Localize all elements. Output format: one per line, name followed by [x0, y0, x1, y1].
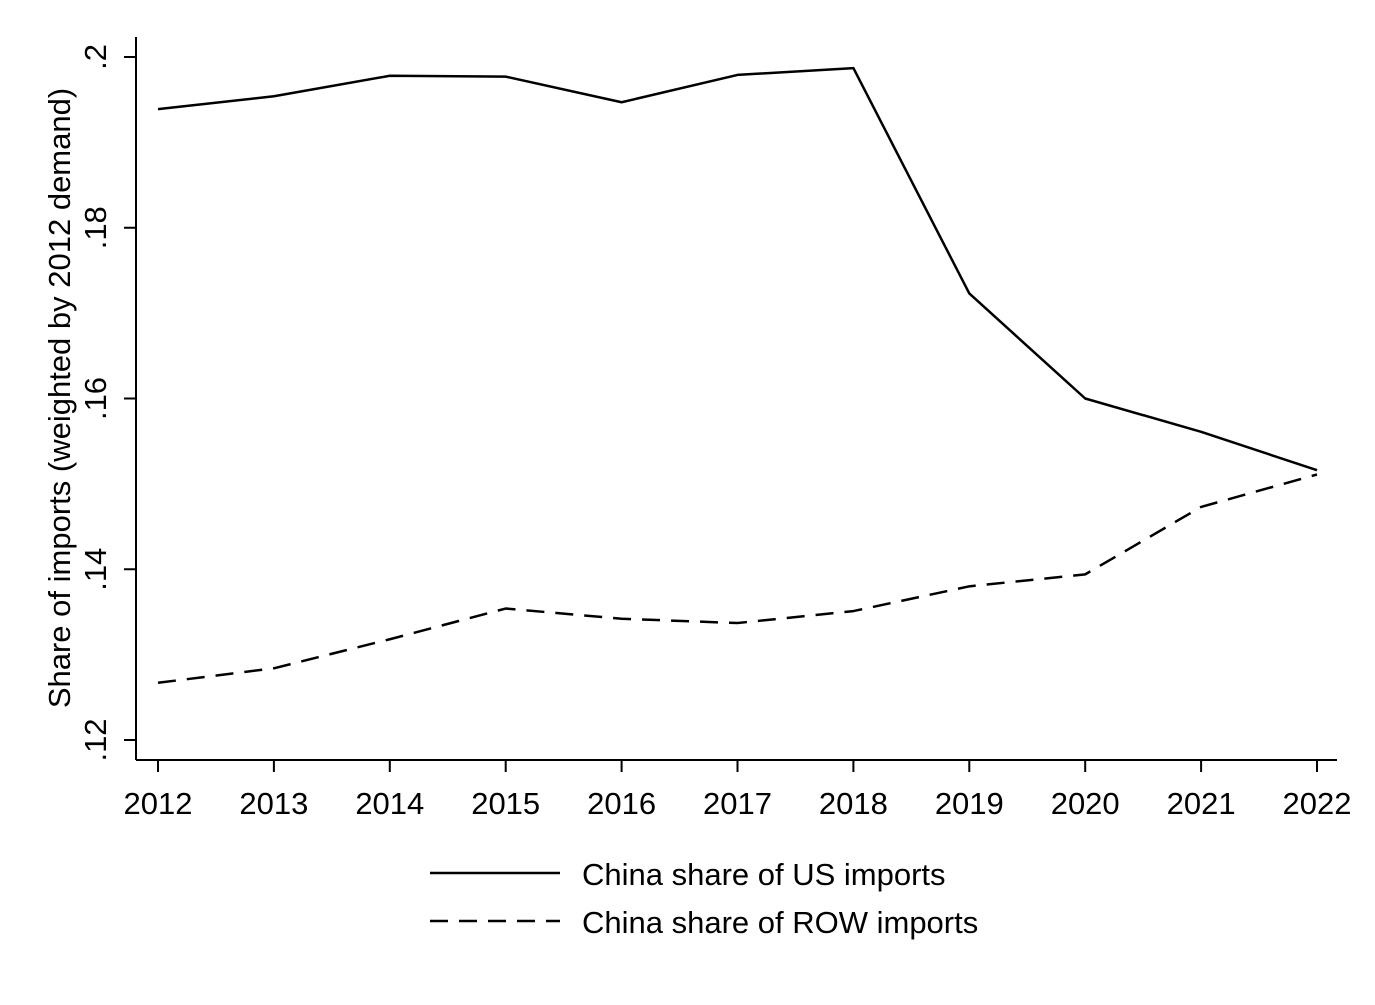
- legend: China share of US imports China share of…: [430, 857, 978, 940]
- y-axis-title: Share of imports (weighted by 2012 deman…: [42, 88, 77, 708]
- y-ticks: .12 .14 .16 .18 .2: [78, 44, 136, 761]
- series-lines: [158, 68, 1317, 683]
- x-tick-label: 2020: [1051, 786, 1120, 821]
- y-tick-label: .2: [78, 44, 113, 70]
- x-tick-label: 2021: [1167, 786, 1236, 821]
- y-tick-label: .16: [78, 377, 113, 420]
- x-tick-label: 2014: [355, 786, 424, 821]
- x-tick-label: 2013: [239, 786, 308, 821]
- y-tick-label: .18: [78, 206, 113, 249]
- series-line-us-imports: [158, 68, 1317, 470]
- y-tick-label: .12: [78, 718, 113, 761]
- x-ticks: 2012 2013 2014 2015 2016 2017 2018 2019 2020 2021…: [124, 760, 1352, 821]
- x-tick-label: 2019: [935, 786, 1004, 821]
- x-tick-label: 2018: [819, 786, 888, 821]
- x-tick-label: 2015: [471, 786, 540, 821]
- x-tick-label: 2017: [703, 786, 772, 821]
- legend-label-row: China share of ROW imports: [582, 905, 978, 940]
- series-line-row-imports: [158, 474, 1317, 682]
- x-tick-label: 2016: [587, 786, 656, 821]
- legend-label-us: China share of US imports: [582, 857, 946, 892]
- x-tick-label: 2022: [1283, 786, 1352, 821]
- x-tick-label: 2012: [124, 786, 193, 821]
- axes: [136, 37, 1337, 760]
- y-tick-label: .14: [78, 548, 113, 591]
